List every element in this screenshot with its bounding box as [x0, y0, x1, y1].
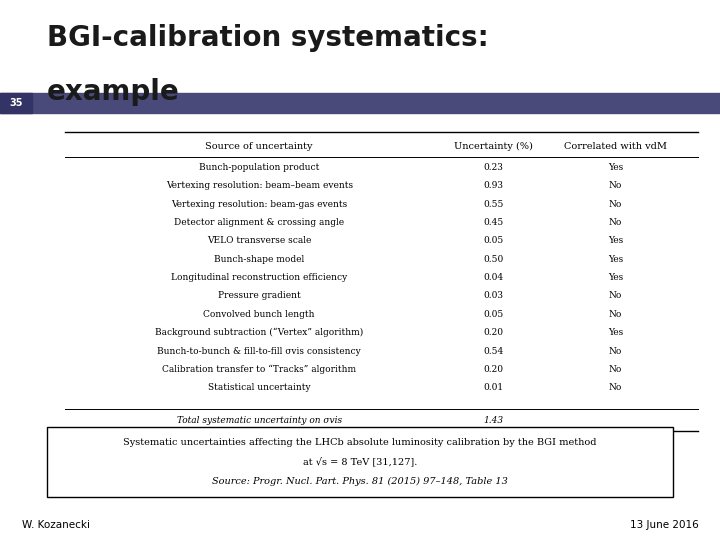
Text: No: No	[609, 383, 622, 392]
Text: Bunch-population product: Bunch-population product	[199, 163, 320, 172]
Text: 0.50: 0.50	[483, 255, 503, 264]
Text: 0.93: 0.93	[483, 181, 503, 190]
Text: 0.20: 0.20	[483, 328, 503, 337]
Text: Background subtraction (“Vertex” algorithm): Background subtraction (“Vertex” algorit…	[155, 328, 364, 338]
Text: at √s = 8 TeV [31,127].: at √s = 8 TeV [31,127].	[303, 457, 417, 467]
Text: 13 June 2016: 13 June 2016	[630, 520, 698, 530]
Text: No: No	[609, 347, 622, 355]
Text: Source: Progr. Nucl. Part. Phys. 81 (2015) 97–148, Table 13: Source: Progr. Nucl. Part. Phys. 81 (201…	[212, 477, 508, 486]
Text: Systematic uncertainties affecting the LHCb absolute luminosity calibration by t: Systematic uncertainties affecting the L…	[123, 437, 597, 447]
Text: Detector alignment & crossing angle: Detector alignment & crossing angle	[174, 218, 344, 227]
Text: Yes: Yes	[608, 328, 624, 337]
Text: 0.05: 0.05	[483, 237, 503, 245]
Text: 1.43: 1.43	[483, 416, 503, 425]
Text: Pressure gradient: Pressure gradient	[218, 292, 300, 300]
Text: Bunch-to-bunch & fill-to-fill σvis consistency: Bunch-to-bunch & fill-to-fill σvis consi…	[158, 347, 361, 355]
Text: 0.45: 0.45	[483, 218, 503, 227]
Text: Total systematic uncertainty on σvis: Total systematic uncertainty on σvis	[176, 416, 342, 425]
Text: No: No	[609, 218, 622, 227]
Text: 0.54: 0.54	[483, 347, 503, 355]
Text: 0.23: 0.23	[483, 163, 503, 172]
Text: No: No	[609, 200, 622, 208]
Text: 0.03: 0.03	[483, 292, 503, 300]
Text: No: No	[609, 181, 622, 190]
Text: Convolved bunch length: Convolved bunch length	[204, 310, 315, 319]
Text: Yes: Yes	[608, 163, 624, 172]
Text: Bunch-shape model: Bunch-shape model	[214, 255, 305, 264]
Text: 0.04: 0.04	[483, 273, 503, 282]
Text: 0.05: 0.05	[483, 310, 503, 319]
Text: Vertexing resolution: beam–beam events: Vertexing resolution: beam–beam events	[166, 181, 353, 190]
Text: Statistical uncertainty: Statistical uncertainty	[208, 383, 310, 392]
Text: Yes: Yes	[608, 255, 624, 264]
Text: Source of uncertainty: Source of uncertainty	[205, 143, 313, 151]
Text: No: No	[609, 310, 622, 319]
Text: Correlated with vdM: Correlated with vdM	[564, 143, 667, 151]
Text: W. Kozanecki: W. Kozanecki	[22, 520, 89, 530]
Text: VELO transverse scale: VELO transverse scale	[207, 237, 311, 245]
Text: 0.01: 0.01	[483, 383, 503, 392]
Text: Yes: Yes	[608, 237, 624, 245]
Text: example: example	[47, 78, 179, 106]
Text: No: No	[609, 292, 622, 300]
Text: Yes: Yes	[608, 273, 624, 282]
Text: No: No	[609, 365, 622, 374]
Text: Vertexing resolution: beam-gas events: Vertexing resolution: beam-gas events	[171, 200, 347, 208]
Text: BGI-calibration systematics:: BGI-calibration systematics:	[47, 24, 489, 52]
Text: Longitudinal reconstruction efficiency: Longitudinal reconstruction efficiency	[171, 273, 347, 282]
Text: 0.20: 0.20	[483, 365, 503, 374]
Text: 35: 35	[9, 98, 22, 108]
Text: Calibration transfer to “Tracks” algorithm: Calibration transfer to “Tracks” algorit…	[162, 364, 356, 374]
Text: 0.55: 0.55	[483, 200, 503, 208]
Text: Uncertainty (%): Uncertainty (%)	[454, 143, 533, 151]
